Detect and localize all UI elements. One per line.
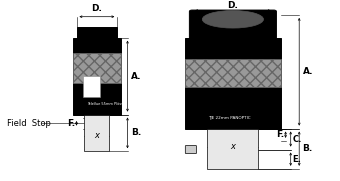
- Bar: [73, 38, 121, 115]
- Text: F.: F.: [67, 119, 75, 128]
- Text: B.: B.: [131, 129, 141, 137]
- Text: D.: D.: [227, 1, 238, 10]
- Bar: [73, 53, 121, 83]
- Bar: [185, 38, 280, 129]
- FancyBboxPatch shape: [185, 146, 197, 153]
- Bar: [83, 76, 100, 97]
- Text: A.: A.: [131, 72, 141, 81]
- Bar: [207, 129, 258, 169]
- Text: D.: D.: [91, 4, 102, 13]
- Text: TeleVue 55mm Plössl: TeleVue 55mm Plössl: [87, 102, 124, 106]
- Text: TJE 22mm PANOPTIC: TJE 22mm PANOPTIC: [208, 116, 251, 120]
- FancyBboxPatch shape: [189, 10, 276, 39]
- Text: B.: B.: [303, 144, 313, 153]
- Text: x: x: [95, 131, 99, 140]
- Text: A.: A.: [303, 67, 313, 76]
- Text: C.: C.: [292, 134, 302, 144]
- Bar: [185, 59, 280, 87]
- Text: E.: E.: [292, 155, 301, 164]
- Ellipse shape: [202, 10, 264, 28]
- Text: Field  Stop: Field Stop: [7, 119, 51, 128]
- Bar: [76, 27, 117, 38]
- Text: x: x: [231, 142, 235, 151]
- Text: F.: F.: [276, 130, 284, 139]
- Bar: [84, 115, 109, 151]
